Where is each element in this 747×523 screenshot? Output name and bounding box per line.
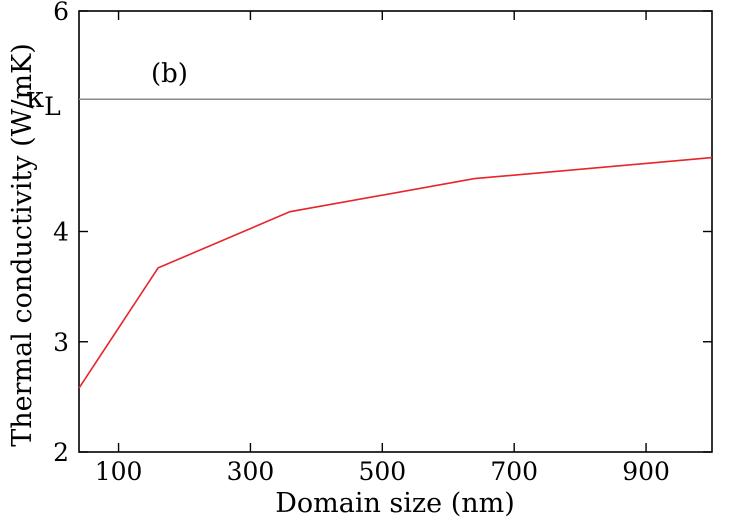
- x-tick-label: 700: [490, 457, 538, 486]
- x-axis-title: Domain size (nm): [275, 488, 515, 519]
- x-tick-label: 500: [358, 457, 406, 486]
- reference-line-label: κL: [26, 80, 61, 121]
- series-line: [78, 156, 713, 389]
- y-tick-label: 3: [53, 328, 69, 357]
- kappa-subscript: L: [44, 92, 61, 121]
- y-tick-label: 6: [53, 0, 69, 26]
- kappa-symbol: κ: [26, 80, 44, 114]
- y-axis-title: Thermal conductivity (W/mK): [7, 43, 38, 447]
- panel-label: (b): [151, 59, 188, 89]
- x-tick-label: 900: [622, 457, 670, 486]
- y-axis-ticks: 2 3 4 6: [53, 0, 712, 467]
- x-tick-label: 100: [95, 457, 143, 486]
- x-tick-label: 300: [227, 457, 275, 486]
- y-tick-label: 2: [53, 438, 69, 467]
- y-tick-label: 4: [53, 218, 69, 247]
- x-axis-ticks: 100 300 500 700 900: [95, 11, 670, 486]
